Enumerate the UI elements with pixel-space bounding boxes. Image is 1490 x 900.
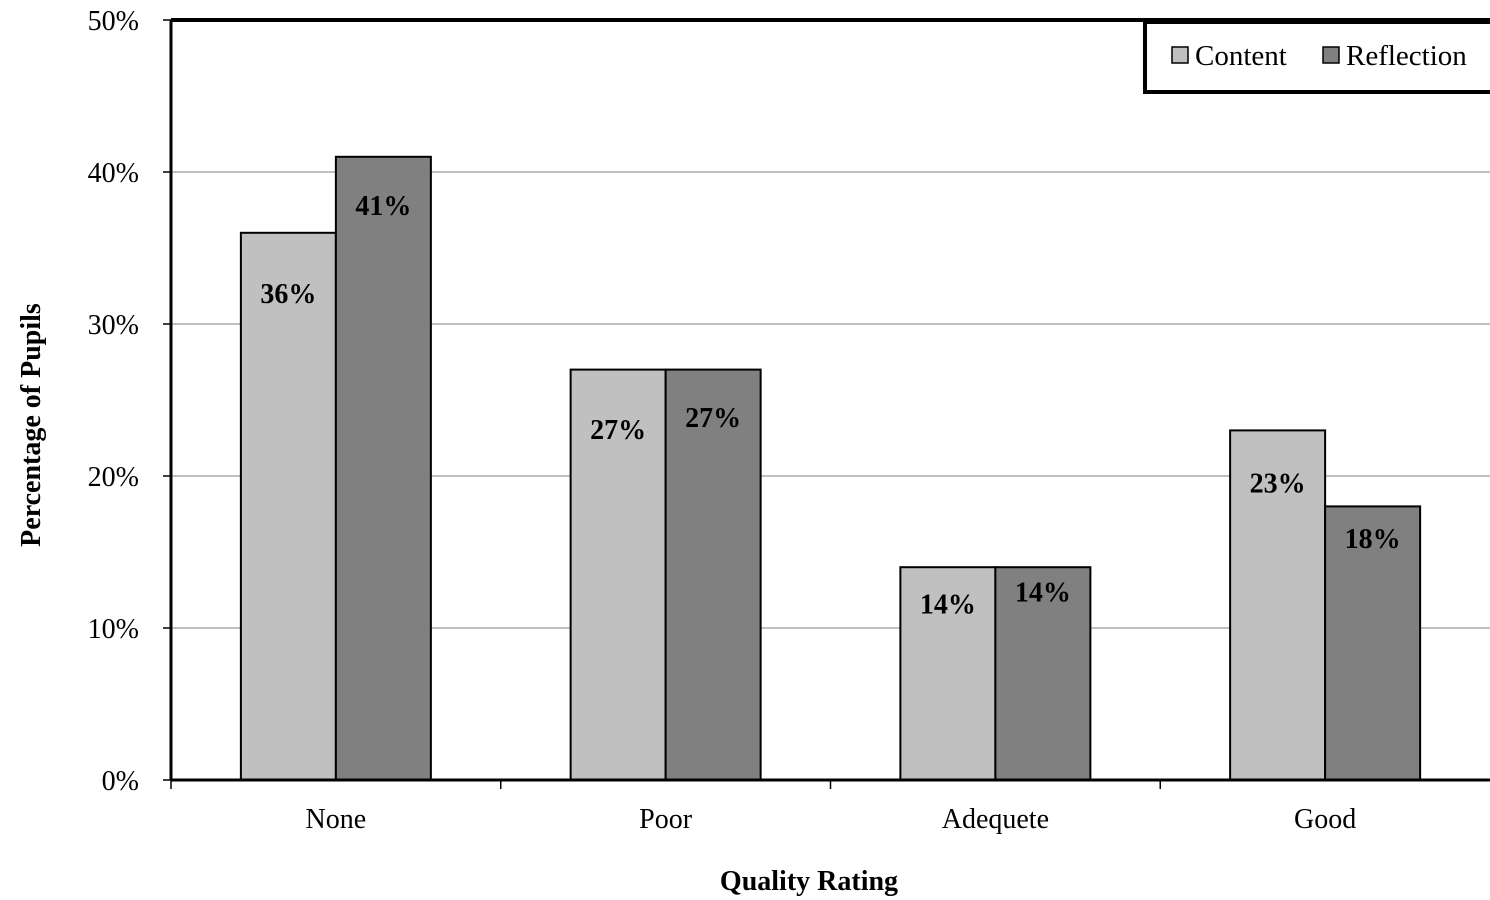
legend-label-content: Content	[1195, 40, 1287, 72]
x-tick-label: Adequete	[942, 804, 1049, 835]
x-tick-label: Poor	[639, 804, 693, 835]
y-tick-label: 0%	[102, 766, 139, 797]
bar-reflection-good	[1324, 505, 1422, 781]
data-label: 41%	[355, 191, 411, 222]
bar-reflection-adequete	[994, 566, 1092, 782]
y-axis-title: Percentage of Pupils	[16, 303, 47, 547]
x-tick-label: None	[306, 804, 367, 835]
y-tick-label: 30%	[88, 310, 139, 341]
legend-swatch-content	[1171, 46, 1189, 64]
legend-box	[1143, 20, 1490, 94]
y-tick-label: 20%	[88, 462, 139, 493]
data-label: 18%	[1345, 524, 1401, 555]
x-axis-title: Quality Rating	[720, 866, 898, 897]
data-label: 23%	[1250, 469, 1306, 500]
y-tick-label: 50%	[88, 6, 139, 37]
bar-reflection-none	[334, 155, 432, 782]
legend: Content Reflection	[1143, 20, 1490, 94]
bar-content-poor	[569, 368, 667, 781]
bars	[239, 155, 1422, 782]
data-label: 27%	[685, 403, 741, 434]
x-tick-label: Good	[1294, 804, 1356, 835]
data-label: 36%	[260, 279, 316, 310]
tick-labels: 0% 10% 20% 30% 40% 50% None Poor Adequete Good	[88, 6, 1357, 835]
data-label: 14%	[920, 590, 976, 621]
y-tick-label: 40%	[88, 158, 139, 189]
legend-swatch-reflection	[1322, 46, 1340, 64]
bar-content-none	[239, 231, 337, 782]
legend-label-reflection: Reflection	[1346, 40, 1467, 72]
bar-content-good	[1229, 429, 1327, 781]
y-tick-label: 10%	[88, 614, 139, 645]
data-label: 14%	[1015, 578, 1071, 609]
bar-content-adequete	[899, 566, 997, 782]
data-label: 27%	[590, 415, 646, 446]
data-labels: 36% 41% 27% 27% 14% 14% 23% 18%	[260, 191, 1400, 621]
